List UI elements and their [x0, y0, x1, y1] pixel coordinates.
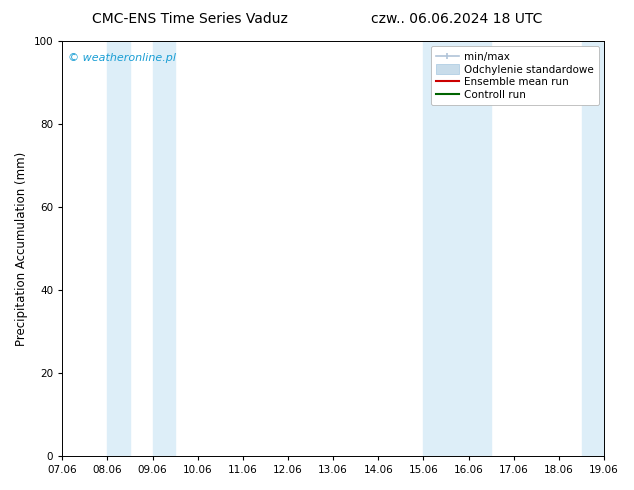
Text: © weatheronline.pl: © weatheronline.pl: [68, 53, 176, 64]
Text: czw.. 06.06.2024 18 UTC: czw.. 06.06.2024 18 UTC: [371, 12, 542, 26]
Bar: [424, 41, 491, 456]
Legend: min/max, Odchylenie standardowe, Ensemble mean run, Controll run: min/max, Odchylenie standardowe, Ensembl…: [430, 46, 599, 105]
Bar: [581, 41, 609, 456]
Y-axis label: Precipitation Accumulation (mm): Precipitation Accumulation (mm): [15, 151, 28, 345]
Bar: [153, 41, 175, 456]
Text: CMC-ENS Time Series Vaduz: CMC-ENS Time Series Vaduz: [93, 12, 288, 26]
Bar: [107, 41, 130, 456]
